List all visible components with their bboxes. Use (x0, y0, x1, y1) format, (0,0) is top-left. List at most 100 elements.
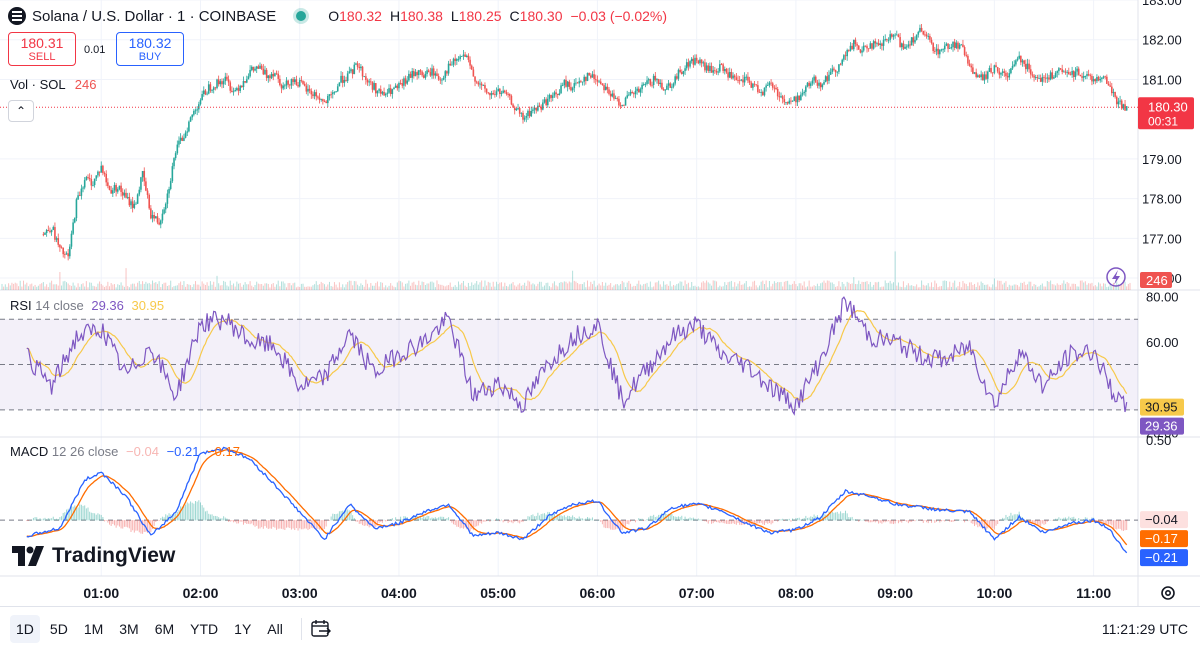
symbol-header[interactable]: Solana / U.S. Dollar · 1 · COINBASE O180… (8, 7, 667, 25)
macd-histogram-bar (261, 520, 262, 527)
candle-body (565, 80, 567, 87)
candle-body (294, 79, 296, 82)
utc-clock[interactable]: 11:21:29 UTC (1102, 621, 1188, 637)
candle-body (898, 35, 900, 37)
macd-histogram-bar (79, 504, 80, 520)
volume-bar (107, 282, 108, 290)
range-all[interactable]: All (261, 615, 289, 643)
macd-histogram-bar (704, 520, 705, 521)
candle-body (562, 85, 564, 86)
volume-bar (698, 286, 699, 290)
rsi-legend[interactable]: RSI 14 close 29.36 30.95 (10, 298, 164, 313)
candle-body (727, 72, 729, 77)
buy-button[interactable]: 180.32 BUY (116, 32, 184, 66)
settings-icon[interactable] (1158, 583, 1178, 608)
candle-body (850, 46, 852, 51)
volume-bar (347, 282, 348, 290)
candle-body (337, 86, 339, 91)
candle-body (1118, 102, 1120, 105)
candle-body (489, 93, 491, 95)
candle-body (191, 115, 193, 118)
macd-histogram-bar (180, 506, 181, 520)
volume-bar (863, 282, 864, 290)
volume-bar (658, 281, 659, 290)
volume-bar (488, 282, 489, 290)
macd-line-badge-value: −0.21 (1145, 550, 1178, 565)
candle-body (853, 40, 855, 49)
candle-body (749, 81, 751, 83)
macd-histogram-bar (688, 518, 689, 520)
volume-bar (48, 287, 49, 290)
volume-bar (228, 286, 229, 290)
volume-bar (15, 283, 16, 290)
volume-bar (94, 286, 95, 290)
macd-histogram-bar (693, 518, 694, 521)
volume-bar (331, 286, 332, 290)
volume-bar (403, 287, 404, 290)
collapse-legend-button[interactable]: ⌃ (8, 100, 34, 122)
volume-bar (1055, 285, 1056, 290)
candle-body (795, 97, 797, 103)
volume-bar (941, 286, 942, 290)
candle-body (451, 65, 453, 66)
candle-body (709, 66, 711, 71)
candle-body (471, 66, 473, 70)
volume-bar (387, 287, 388, 290)
candle-body (560, 85, 562, 93)
candle-body (570, 87, 572, 90)
volume-bar (1083, 283, 1084, 290)
macd-histogram-bar (676, 517, 677, 520)
volume-bar (718, 287, 719, 290)
candle-body (433, 68, 435, 75)
range-3m[interactable]: 3M (113, 615, 144, 643)
macd-histogram-bar (638, 518, 639, 520)
macd-histogram-bar (1034, 520, 1035, 523)
candle-body (142, 171, 144, 177)
candle-body (698, 61, 700, 64)
volume-bar (25, 284, 26, 290)
volume-bar (1024, 282, 1025, 290)
range-6m[interactable]: 6M (149, 615, 180, 643)
range-1d[interactable]: 1D (10, 615, 40, 643)
macd-histogram-bar (283, 520, 284, 529)
volume-bar (291, 285, 292, 290)
candle-body (752, 84, 754, 88)
range-1m[interactable]: 1M (78, 615, 109, 643)
range-5d[interactable]: 5D (44, 615, 74, 643)
calendar-goto-icon[interactable] (310, 619, 332, 639)
range-ytd[interactable]: YTD (184, 615, 224, 643)
candle-body (1038, 78, 1040, 79)
volume-bar (1053, 284, 1054, 290)
macd-histogram-bar (577, 518, 578, 520)
volume-bar (585, 287, 586, 290)
candle-body (1045, 78, 1047, 79)
candle-body (1020, 56, 1022, 63)
volume-bar (357, 285, 358, 290)
candle-body (874, 41, 876, 43)
price-axis-label: 182.00 (1142, 33, 1182, 48)
candle-body (1103, 76, 1105, 77)
candle-body (148, 195, 150, 208)
candle-body (1058, 68, 1060, 71)
candle-body (206, 94, 208, 95)
volume-bar (900, 287, 901, 290)
candle-body (810, 83, 812, 85)
sell-button[interactable]: 180.31 SELL (8, 32, 76, 66)
macd-histogram-bar (97, 513, 98, 520)
volume-bar (88, 287, 89, 290)
volume-bar (350, 281, 351, 290)
macd-histogram-bar (910, 520, 911, 522)
candle-body (150, 208, 152, 218)
candle-body (435, 73, 437, 75)
macd-histogram-bar (802, 519, 803, 521)
candle-body (319, 98, 321, 100)
candle-body (651, 85, 653, 86)
volume-bar (764, 284, 765, 290)
candle-body (1060, 68, 1062, 69)
range-1y[interactable]: 1Y (228, 615, 257, 643)
macd-histogram-bar (352, 515, 353, 520)
volume-legend[interactable]: Vol · SOL 246 (10, 77, 96, 92)
macd-histogram-bar (112, 520, 113, 524)
macd-legend[interactable]: MACD 12 26 close −0.04 −0.21 −0.17 (10, 444, 240, 459)
